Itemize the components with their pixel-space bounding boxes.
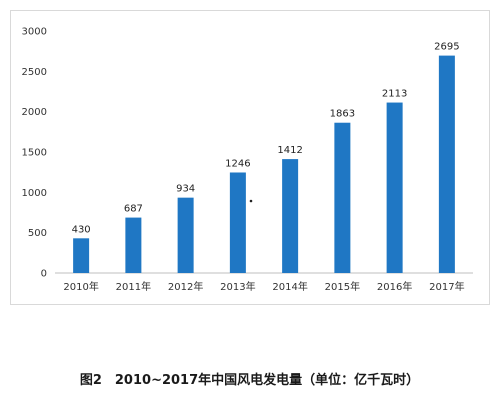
y-tick-label: 2500 — [22, 67, 47, 78]
y-tick-label: 2000 — [22, 107, 47, 118]
x-tick-label: 2010年 — [63, 280, 98, 293]
x-tick-label: 2011年 — [116, 280, 151, 293]
data-label: 1412 — [277, 145, 302, 156]
data-label: 934 — [176, 184, 195, 195]
bar-2017年 — [438, 55, 455, 273]
data-label: 1246 — [225, 158, 250, 169]
bar-2011年 — [125, 217, 142, 273]
bar-2014年 — [282, 159, 299, 273]
x-tick-label: 2013年 — [220, 280, 255, 293]
y-tick-label: 0 — [41, 269, 47, 280]
bar-2010年 — [73, 238, 90, 273]
bar-2015年 — [334, 122, 351, 273]
x-tick-label: 2016年 — [377, 280, 412, 293]
x-tick-label: 2017年 — [429, 280, 464, 293]
x-tick-label: 2012年 — [168, 280, 203, 293]
stray-dot — [249, 199, 253, 203]
bar-2016年 — [386, 102, 403, 273]
y-tick-label: 1500 — [22, 148, 47, 159]
data-label: 430 — [72, 224, 91, 235]
bar-2012年 — [177, 197, 194, 273]
data-label: 687 — [124, 204, 143, 215]
chart-frame: 0 500 1000 1500 2000 2500 3000 430 2010年 687 2011年… — [10, 10, 490, 305]
data-label: 1863 — [330, 109, 355, 120]
figure-caption: 图2 2010~2017年中国风电发电量（单位：亿千瓦时） — [79, 373, 420, 388]
x-tick-label: 2015年 — [325, 280, 360, 293]
bar-chart: 0 500 1000 1500 2000 2500 3000 430 2010年 687 2011年… — [22, 27, 473, 293]
bar-2013年 — [229, 172, 246, 273]
x-tick-label: 2014年 — [272, 280, 307, 293]
y-tick-label: 500 — [28, 228, 47, 239]
data-label: 2113 — [382, 89, 407, 100]
y-tick-label: 1000 — [22, 188, 47, 199]
data-label: 2695 — [434, 42, 459, 53]
y-tick-label: 3000 — [22, 27, 47, 38]
